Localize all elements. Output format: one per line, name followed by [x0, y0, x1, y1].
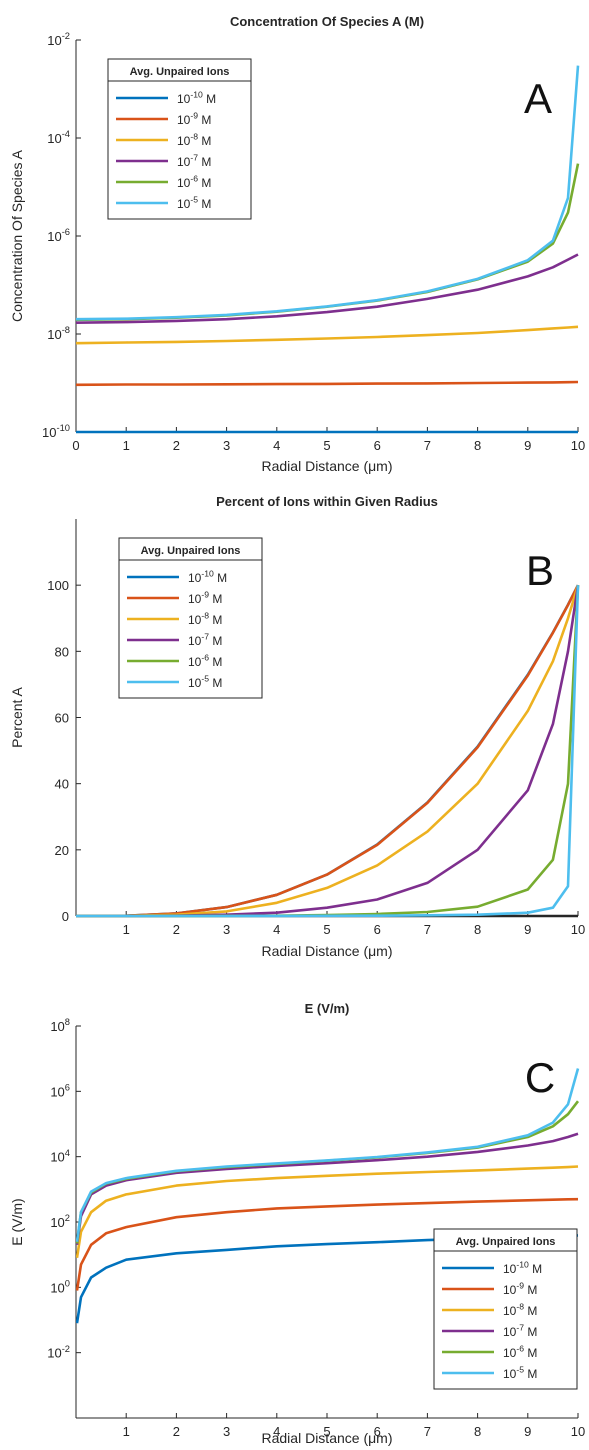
- legend: Avg. Unpaired Ions 10-10 M 10-9 M 10-8 M 10-…: [118, 537, 263, 699]
- x-tick-label: 8: [474, 438, 481, 453]
- x-axis-label: Radial Distance (μm): [262, 458, 393, 474]
- y-tick-label: 60: [55, 711, 69, 726]
- chart-panel-b: Percent of Ions within Given Radius 1 2 3 4 5…: [9, 494, 585, 959]
- legend-label: 10-7 M: [177, 153, 211, 169]
- x-tick-label: 1: [123, 1424, 130, 1439]
- y-tick-label: 10-2: [47, 1344, 70, 1361]
- x-tick-label: 7: [424, 922, 431, 937]
- chart-panel-c: E (V/m) 1 2 3 4 5 6 7 8 9 10 108 106 104 102 100 10-2 Rad…: [9, 1001, 585, 1446]
- panel-letter: A: [524, 75, 552, 122]
- legend-label: 10-6 M: [503, 1344, 537, 1360]
- x-tick-label: 9: [524, 922, 531, 937]
- x-tick-label: 4: [273, 922, 280, 937]
- x-tick-label: 1: [123, 438, 130, 453]
- series-line-2: [76, 380, 579, 387]
- y-tick-label: 10-8: [47, 325, 70, 342]
- legend-title: Avg. Unpaired Ions: [141, 545, 241, 557]
- x-axis-label: Radial Distance (μm): [262, 1430, 393, 1446]
- legend-label: 10-10 M: [177, 90, 216, 106]
- x-tick-label: 0: [72, 438, 79, 453]
- series-line-6: [76, 1068, 580, 1242]
- y-tick-label: 100: [47, 578, 69, 593]
- legend-label: 10-8 M: [503, 1302, 537, 1318]
- legend-label: 10-6 M: [177, 174, 211, 190]
- x-tick-label: 9: [524, 1424, 531, 1439]
- x-tick-label: 3: [223, 922, 230, 937]
- series-line-4: [76, 253, 579, 324]
- x-tick-label: 10: [571, 1424, 585, 1439]
- y-tick-label: 10-2: [47, 31, 70, 48]
- y-tick-label: 10-6: [47, 227, 70, 244]
- legend-label: 10-6 M: [188, 653, 222, 669]
- legend: Avg. Unpaired Ions 10-10 M 10-9 M 10-8 M 10-…: [433, 1228, 578, 1390]
- chart-title: E (V/m): [305, 1001, 350, 1016]
- y-tick-label: 104: [50, 1148, 70, 1165]
- y-axis-label: E (V/m): [9, 1198, 25, 1245]
- x-tick-label: 6: [374, 438, 381, 453]
- series-line-4: [76, 1132, 579, 1245]
- legend-label: 10-9 M: [503, 1281, 537, 1297]
- y-tick-label: 20: [55, 843, 69, 858]
- series-line-3: [76, 1165, 579, 1258]
- y-tick-label: 108: [50, 1017, 70, 1034]
- series-line-6: [76, 585, 580, 918]
- x-tick-label: 2: [173, 438, 180, 453]
- y-tick-label: 100: [50, 1278, 70, 1295]
- x-tick-label: 6: [374, 922, 381, 937]
- legend-label: 10-7 M: [188, 632, 222, 648]
- chart-title: Percent of Ions within Given Radius: [216, 494, 438, 509]
- y-axis-label: Percent A: [9, 686, 25, 747]
- legend: Avg. Unpaired Ions 10-10 M 10-9 M 10-8 M 10-…: [107, 58, 252, 220]
- x-tick-label: 4: [273, 1424, 280, 1439]
- x-tick-label: 9: [524, 438, 531, 453]
- y-tick-label: 0: [62, 909, 69, 924]
- legend-label: 10-5 M: [188, 674, 222, 690]
- x-axis-label: Radial Distance (μm): [262, 943, 393, 959]
- x-tick-label: 8: [474, 922, 481, 937]
- legend-label: 10-8 M: [188, 611, 222, 627]
- y-tick-label: 40: [55, 777, 69, 792]
- x-tick-label: 3: [223, 1424, 230, 1439]
- series-line-2: [76, 1197, 579, 1291]
- y-tick-label: 80: [55, 644, 69, 659]
- y-tick-label: 106: [50, 1082, 70, 1099]
- y-tick-label: 10-4: [47, 129, 70, 146]
- x-tick-label: 5: [323, 1424, 330, 1439]
- legend-title: Avg. Unpaired Ions: [456, 1236, 556, 1248]
- x-tick-label: 10: [571, 922, 585, 937]
- x-tick-label: 6: [374, 1424, 381, 1439]
- x-tick-label: 7: [424, 438, 431, 453]
- x-tick-label: 3: [223, 438, 230, 453]
- legend-label: 10-7 M: [503, 1323, 537, 1339]
- legend-label: 10-10 M: [503, 1260, 542, 1276]
- series-line-3: [76, 325, 579, 345]
- x-tick-label: 8: [474, 1424, 481, 1439]
- y-tick-label: 10-10: [42, 423, 70, 440]
- legend-label: 10-9 M: [188, 590, 222, 606]
- x-tick-label: 5: [323, 922, 330, 937]
- legend-label: 10-9 M: [177, 111, 211, 127]
- legend-label: 10-10 M: [188, 569, 227, 585]
- y-axis-label: Concentration Of Species A: [9, 149, 25, 322]
- x-tick-label: 10: [571, 438, 585, 453]
- legend-label: 10-5 M: [503, 1365, 537, 1381]
- x-tick-label: 1: [123, 922, 130, 937]
- x-tick-label: 2: [173, 1424, 180, 1439]
- legend-label: 10-8 M: [177, 132, 211, 148]
- x-tick-label: 4: [273, 438, 280, 453]
- x-tick-label: 5: [323, 438, 330, 453]
- y-tick-label: 102: [50, 1213, 70, 1230]
- legend-title: Avg. Unpaired Ions: [130, 66, 230, 78]
- x-tick-label: 7: [424, 1424, 431, 1439]
- panel-letter: B: [526, 547, 554, 594]
- chart-panel-a: Concentration Of Species A (M) 0 1 2 3 4 5 6 7 8 9…: [9, 14, 585, 474]
- x-tick-label: 2: [173, 922, 180, 937]
- series-line-6: [76, 65, 580, 321]
- panel-letter: C: [525, 1054, 555, 1101]
- legend-label: 10-5 M: [177, 195, 211, 211]
- chart-title: Concentration Of Species A (M): [230, 14, 424, 29]
